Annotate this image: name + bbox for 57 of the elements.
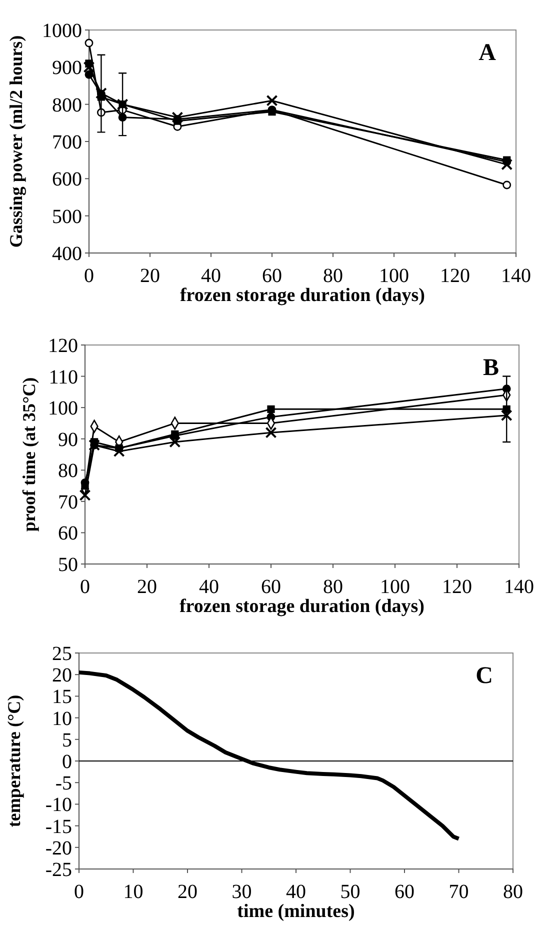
x-tick-label: 80 [323, 576, 343, 598]
y-tick-label: 80 [58, 460, 78, 482]
y-tick-label: 100 [48, 398, 78, 420]
x-tick-label: 50 [340, 881, 360, 903]
y-tick-label: 120 [48, 335, 78, 357]
x-tick-label: 60 [394, 881, 414, 903]
x-tick-label: 60 [261, 576, 281, 598]
x-axis-title: frozen storage duration (days) [180, 285, 426, 306]
y-tick-label: -15 [45, 816, 72, 838]
y-tick-label: 25 [52, 643, 72, 665]
y-tick-label: 10 [52, 708, 72, 730]
chart-title: A [478, 40, 497, 66]
x-tick-label: 30 [232, 881, 252, 903]
y-tick-label: 1000 [42, 20, 82, 42]
y-tick-label: 600 [52, 168, 82, 191]
y-axis-title: temperature (°C) [4, 694, 24, 828]
y-tick-label: 800 [52, 94, 82, 116]
x-tick-label: 10 [123, 881, 144, 903]
y-tick-label: 15 [52, 686, 72, 708]
x-tick-label: 100 [379, 265, 409, 287]
x-tick-label: 140 [504, 576, 534, 598]
x-tick-label: 40 [199, 576, 219, 598]
x-tick-label: 120 [442, 576, 472, 598]
x-tick-label: 40 [201, 265, 221, 287]
y-tick-label: 700 [52, 132, 82, 154]
y-tick-label: 90 [58, 428, 78, 451]
y-tick-label: -25 [45, 859, 72, 881]
x-tick-label: 120 [440, 265, 470, 287]
y-tick-label: 20 [52, 664, 72, 687]
y-tick-label: 70 [58, 491, 78, 514]
y-axis-title: proof time (at 35°C) [19, 377, 39, 532]
y-tick-label: 0 [62, 751, 72, 773]
x-tick-label: 20 [178, 881, 198, 903]
x-tick-label: 80 [323, 265, 343, 287]
x-tick-label: 60 [262, 265, 282, 287]
x-tick-label: 80 [503, 881, 523, 903]
y-tick-label: 60 [58, 522, 78, 545]
y-tick-label: 50 [58, 554, 78, 576]
y-tick-label: 900 [52, 57, 82, 80]
x-tick-label: 140 [501, 265, 531, 287]
y-tick-label: 400 [52, 243, 82, 265]
y-tick-label: -20 [45, 837, 72, 860]
x-tick-label: 20 [140, 265, 160, 287]
chart-title: B [482, 355, 499, 381]
y-tick-label: -5 [55, 772, 72, 795]
y-axis-title: Gassing power (ml/2 hours) [6, 35, 26, 248]
y-tick-label: 500 [52, 206, 82, 228]
chart-title: C [476, 663, 493, 689]
x-tick-label: 40 [286, 881, 306, 903]
y-tick-label: 5 [62, 729, 72, 752]
x-tick-label: 100 [380, 576, 410, 598]
x-tick-label: 70 [448, 881, 469, 903]
y-tick-label: 110 [48, 366, 78, 388]
x-axis-title: time (minutes) [237, 901, 355, 922]
x-axis-title: frozen storage duration (days) [179, 596, 425, 617]
x-tick-label: 20 [137, 576, 157, 598]
y-tick-label: -10 [45, 794, 72, 816]
